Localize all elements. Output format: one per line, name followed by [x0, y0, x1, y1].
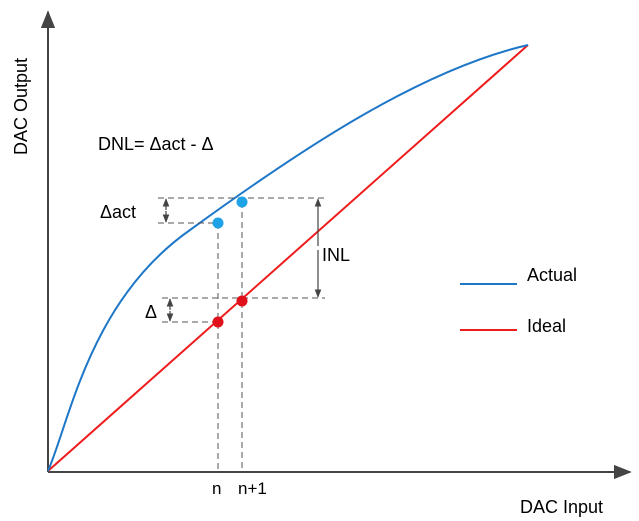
ideal-point-n — [212, 316, 224, 328]
legend: Actual Ideal — [460, 265, 577, 336]
legend-actual-label: Actual — [527, 265, 577, 285]
ideal-line — [47, 44, 529, 472]
legend-ideal-label: Ideal — [527, 316, 566, 336]
delta-act-label: Δact — [100, 202, 136, 222]
y-axis-label: DAC Output — [11, 58, 31, 155]
tick-label-n-plus-1: n+1 — [238, 479, 267, 498]
inl-label: INL — [322, 245, 350, 265]
delta-label: Δ — [145, 302, 157, 322]
actual-point-n1 — [236, 196, 248, 208]
tick-label-n: n — [212, 479, 221, 498]
dnl-formula: DNL= Δact - Δ — [98, 134, 214, 154]
ideal-point-n1 — [236, 295, 248, 307]
actual-curve — [47, 44, 529, 472]
actual-point-n — [212, 217, 224, 229]
x-axis-label: DAC Input — [520, 497, 603, 517]
